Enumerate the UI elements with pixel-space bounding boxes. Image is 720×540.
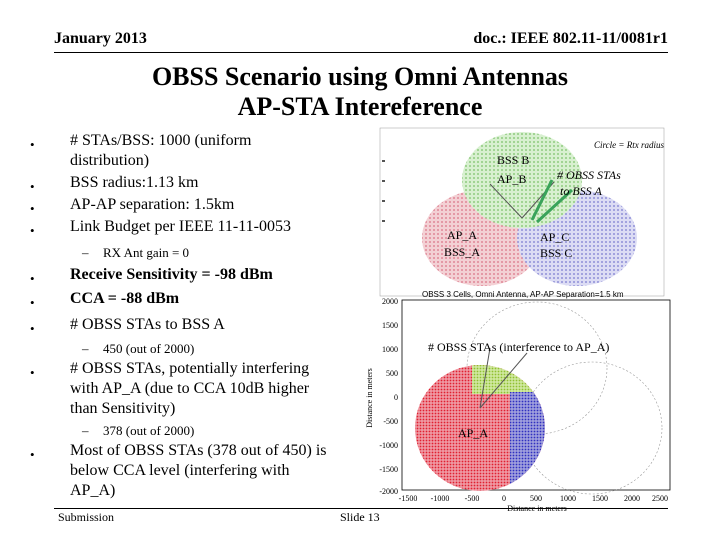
- label-bss-c: BSS C: [540, 246, 573, 260]
- top-figure-plot: [379, 127, 665, 297]
- bullet-most-obss-l3: AP_A): [70, 482, 116, 499]
- bullet-potential-interf-l2: with AP_A (due to CCA 10dB higher: [70, 380, 310, 397]
- xtick-neg500: -500: [465, 494, 480, 503]
- label-ap-b: AP_B: [497, 172, 527, 186]
- obss-arrow-1: [530, 179, 554, 221]
- header-rule: [54, 52, 668, 53]
- bullet-stas-per-bss: # STAs/BSS: 1000 (uniform: [70, 132, 252, 149]
- top-figure: Circle = Rtx radius BSS B AP_B # OBSS ST…: [372, 120, 672, 302]
- ytick-neg1000: -1000: [379, 441, 398, 450]
- ytick-1500: 1500: [382, 321, 398, 330]
- footer-rule: [54, 508, 668, 509]
- xtick-1000: 1000: [560, 494, 576, 503]
- bullet-potential-interf-l3: than Sensitivity): [70, 400, 176, 417]
- label-obss: # OBSS STAs: [557, 168, 621, 182]
- bullet-rx-sensitivity: Receive Sensitivity = -98 dBm: [70, 266, 273, 283]
- top-caption: Circle = Rtx radius: [594, 140, 664, 150]
- xtick-neg1000: -1000: [431, 494, 450, 503]
- bullet-ap-separation: AP-AP separation: 1.5km: [70, 196, 235, 213]
- ytick-neg1500: -1500: [379, 465, 398, 474]
- bullet-most-obss: Most of OBSS STAs (378 out of 450) is: [70, 442, 327, 459]
- xtick-0: 0: [502, 494, 506, 503]
- ytick-500: 500: [386, 369, 398, 378]
- bottom-figure: 2000 1500 1000 500 0 -500 -1000 -1500 -2…: [362, 297, 672, 516]
- obss-arrow-2: [535, 188, 574, 224]
- bullet-link-budget: Link Budget per IEEE 11-11-0053: [70, 218, 291, 235]
- top-figure-title: OBSS 3 Cells, Omni Antenna, AP-AP Separa…: [422, 290, 624, 299]
- xtick-2000: 2000: [624, 494, 640, 503]
- label-obss-2: to BSS A: [560, 184, 602, 198]
- xtick-1500: 1500: [592, 494, 608, 503]
- ytick-neg2000: -2000: [379, 487, 398, 496]
- label-ap-a: AP_A: [447, 228, 478, 242]
- label-ap-c: AP_C: [540, 230, 570, 244]
- bottom-figure-plot: 2000 1500 1000 500 0 -500 -1000 -1500 -2…: [365, 297, 671, 513]
- xtick-neg1500: -1500: [399, 494, 418, 503]
- bullet-potential-interf: # OBSS STAs, potentially interfering: [70, 360, 310, 377]
- bullet-stas-per-bss-cont: distribution): [70, 152, 150, 169]
- bottom-label-ap-a: AP_A: [458, 426, 489, 440]
- sub-450: 450 (out of 2000): [103, 341, 195, 356]
- header-date: January 2013: [54, 30, 147, 47]
- obss-interference-annotation: # OBSS STAs (interference to AP_A): [428, 340, 610, 354]
- bullet-list: • # STAs/BSS: 1000 (uniform distribution…: [30, 132, 327, 499]
- ytick-1000: 1000: [382, 345, 398, 354]
- xtick-2500: 2500: [652, 494, 668, 503]
- label-bss-a: BSS_A: [444, 245, 481, 259]
- bullet-bss-radius: BSS radius:1.13 km: [70, 174, 199, 191]
- footer-slide-number: Slide 13: [340, 510, 380, 524]
- bss-b-area: [462, 132, 582, 228]
- footer-submission: Submission: [58, 510, 115, 524]
- xtick-500: 500: [530, 494, 542, 503]
- slide-title-line2: AP-STA Intereference: [237, 92, 483, 121]
- header-doc-id: doc.: IEEE 802.11-11/0081r1: [473, 30, 668, 47]
- bullet-cca: CCA = -88 dBm: [70, 290, 180, 307]
- bullet-most-obss-l2: below CCA level (interfering with: [70, 462, 290, 479]
- sub-378: 378 (out of 2000): [103, 423, 195, 438]
- ytick-2000: 2000: [382, 298, 398, 306]
- sub-rx-ant-gain: RX Ant gain = 0: [103, 245, 190, 260]
- bullet-obss-stas: # OBSS STAs to BSS A: [70, 316, 225, 333]
- ytick-0: 0: [394, 393, 398, 402]
- label-bss-b: BSS B: [497, 153, 530, 167]
- y-axis-label: Distance in meters: [365, 368, 374, 428]
- slide-title-line1: OBSS Scenario using Omni Antennas: [151, 62, 569, 91]
- ytick-neg500: -500: [383, 417, 398, 426]
